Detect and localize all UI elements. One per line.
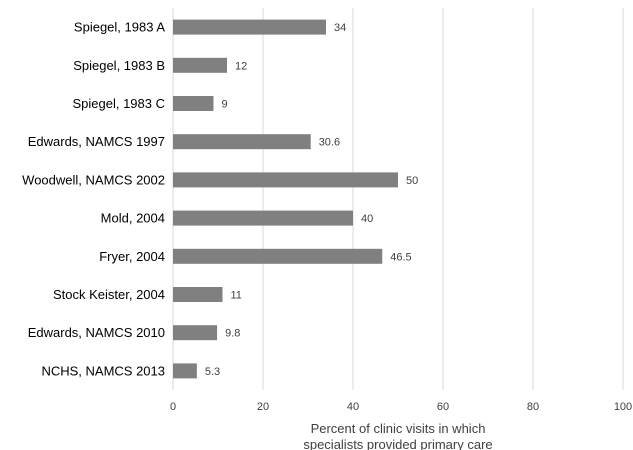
data-label: 34 (334, 22, 346, 34)
category-labels: Spiegel, 1983 A Spiegel, 1983 B Spiegel, 1… (22, 20, 165, 379)
bar (173, 248, 383, 264)
x-tick-labels: 0 20 40 60 80 100 (170, 401, 632, 413)
data-label: 11 (231, 290, 242, 302)
data-label: 9.8 (225, 328, 240, 340)
bars (173, 19, 398, 379)
category-label: Woodwell, NAMCS 2002 (22, 172, 165, 187)
data-label: 9 (222, 99, 228, 111)
data-label: 50 (406, 175, 418, 187)
bar (173, 287, 223, 302)
category-label: Spiegel, 1983 C (72, 96, 165, 111)
category-label: Stock Keister, 2004 (53, 287, 165, 302)
x-tick-label: 20 (257, 401, 269, 413)
bar (173, 172, 398, 188)
category-label: Spiegel, 1983 B (73, 58, 165, 73)
x-axis-title-line-2: specialists provided primary care (303, 437, 492, 450)
bar (173, 134, 311, 150)
category-label: Edwards, NAMCS 1997 (28, 134, 165, 149)
data-label: 46.5 (390, 251, 411, 263)
bar (173, 325, 218, 341)
data-label: 40 (361, 213, 373, 225)
bar (173, 19, 326, 35)
category-label: Edwards, NAMCS 2010 (28, 325, 165, 340)
x-tick-label: 40 (347, 401, 359, 413)
data-label: 12 (235, 60, 247, 72)
category-label: Mold, 2004 (101, 211, 165, 226)
bar (173, 363, 197, 379)
category-label: NCHS, NAMCS 2013 (41, 363, 165, 378)
x-axis-title-line-1: Percent of clinic visits in which (311, 421, 486, 436)
x-tick-label: 80 (527, 401, 539, 413)
category-label: Spiegel, 1983 A (74, 20, 165, 35)
bar (173, 210, 353, 226)
data-labels: 34 12 9 30.6 50 40 46.5 11 9.8 5.3 (205, 22, 418, 378)
x-tick-label: 60 (437, 401, 449, 413)
data-label: 5.3 (205, 366, 220, 378)
x-tick-label: 100 (614, 401, 632, 413)
category-label: Fryer, 2004 (99, 249, 165, 264)
data-label: 30.6 (319, 137, 340, 149)
bar (173, 96, 214, 111)
bar (173, 57, 227, 73)
x-tick-label: 0 (170, 401, 176, 413)
